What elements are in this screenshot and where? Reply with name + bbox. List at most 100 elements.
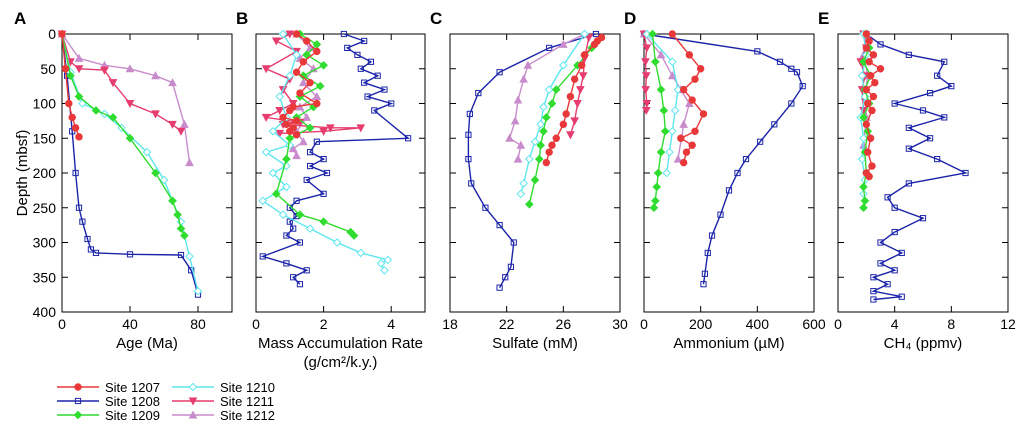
y-tick-label: 400 xyxy=(33,304,57,320)
data-point xyxy=(516,189,526,199)
panel-c: C 18 22 26 30 Sulfate (mM) xyxy=(430,9,628,352)
data-point xyxy=(312,91,322,101)
data-point xyxy=(862,120,871,129)
data-point xyxy=(542,113,551,122)
x-tick-label: 18 xyxy=(442,316,458,332)
data-point xyxy=(667,71,677,80)
data-point xyxy=(573,100,582,109)
data-point xyxy=(285,133,295,143)
data-point xyxy=(496,222,503,229)
data-point xyxy=(303,267,310,274)
data-point xyxy=(354,51,361,58)
data-point xyxy=(306,149,314,156)
data-point xyxy=(534,154,544,164)
series-site-1208 xyxy=(58,30,202,298)
data-point xyxy=(65,99,73,108)
data-point xyxy=(679,85,688,94)
data-point xyxy=(891,228,898,236)
data-point xyxy=(656,85,666,94)
data-point xyxy=(283,260,290,267)
data-point xyxy=(299,71,308,81)
data-point xyxy=(530,137,540,147)
data-point xyxy=(296,239,304,246)
x-axis-title: Mass Accumulation Rate xyxy=(258,335,423,352)
x-tick-label: 4 xyxy=(891,316,899,332)
data-point xyxy=(168,120,177,129)
data-point xyxy=(180,119,189,128)
data-point xyxy=(536,140,545,150)
panel-letter: B xyxy=(236,9,248,28)
data-point xyxy=(513,95,523,104)
data-point xyxy=(108,79,118,88)
data-point xyxy=(185,252,194,261)
data-point xyxy=(757,138,764,145)
data-point xyxy=(877,41,884,48)
legend-swatch-marker xyxy=(74,383,82,391)
data-point xyxy=(507,263,515,270)
series-site-1210 xyxy=(516,29,589,199)
x-tick-label: 4 xyxy=(387,316,395,332)
data-point xyxy=(864,148,872,156)
data-point xyxy=(869,51,878,59)
data-point xyxy=(92,249,100,257)
data-point xyxy=(754,48,761,55)
data-point xyxy=(261,65,271,74)
data-point xyxy=(496,284,503,291)
data-point xyxy=(539,126,548,136)
data-point xyxy=(302,112,312,121)
data-point xyxy=(862,30,871,38)
series-site-1208 xyxy=(259,30,412,288)
data-point xyxy=(870,274,877,281)
data-point xyxy=(898,293,905,300)
data-point xyxy=(668,126,677,136)
data-point xyxy=(877,260,884,267)
series-site-1208 xyxy=(640,30,806,288)
data-point xyxy=(383,255,393,265)
data-point xyxy=(468,180,475,187)
data-point xyxy=(701,270,709,277)
y-tick-label: 350 xyxy=(33,269,57,285)
data-point xyxy=(66,71,75,81)
data-point xyxy=(275,106,284,116)
data-point xyxy=(668,30,677,38)
data-point xyxy=(519,179,528,188)
panel-letter: A xyxy=(14,9,26,28)
panel-d: D 0 200 400 600 Ammonium (µM) xyxy=(624,9,826,352)
data-point xyxy=(651,196,660,206)
data-point xyxy=(75,133,83,141)
data-point xyxy=(177,251,185,259)
data-point xyxy=(668,57,677,67)
series-site-1209 xyxy=(271,29,359,240)
data-point xyxy=(546,44,553,51)
data-point xyxy=(570,75,579,83)
data-point xyxy=(548,141,556,149)
data-point xyxy=(788,100,795,107)
data-point xyxy=(859,203,868,213)
series-site-1209 xyxy=(648,29,670,213)
data-point xyxy=(641,86,651,95)
series-line xyxy=(520,33,586,194)
data-point xyxy=(656,50,666,59)
legend-swatch-marker xyxy=(188,382,198,392)
x-tick-label: 30 xyxy=(612,316,628,332)
series-site-1210 xyxy=(258,29,393,275)
x-tick-label: 40 xyxy=(122,316,138,332)
x-tick-label: 8 xyxy=(947,316,955,332)
data-point xyxy=(708,232,716,239)
data-point xyxy=(919,215,927,222)
legend-label: Site 1209 xyxy=(105,408,160,423)
data-point xyxy=(475,89,482,97)
data-point xyxy=(941,114,948,121)
data-point xyxy=(542,158,551,167)
data-point xyxy=(865,58,873,66)
data-point xyxy=(566,131,575,140)
x-axis-title: Sulfate (mM) xyxy=(492,335,578,352)
data-point xyxy=(590,40,599,49)
data-point xyxy=(159,175,169,185)
data-point xyxy=(180,231,189,240)
x-tick-label: 0 xyxy=(252,316,260,332)
data-point xyxy=(61,65,70,73)
data-point xyxy=(771,121,778,128)
data-point xyxy=(891,204,898,211)
